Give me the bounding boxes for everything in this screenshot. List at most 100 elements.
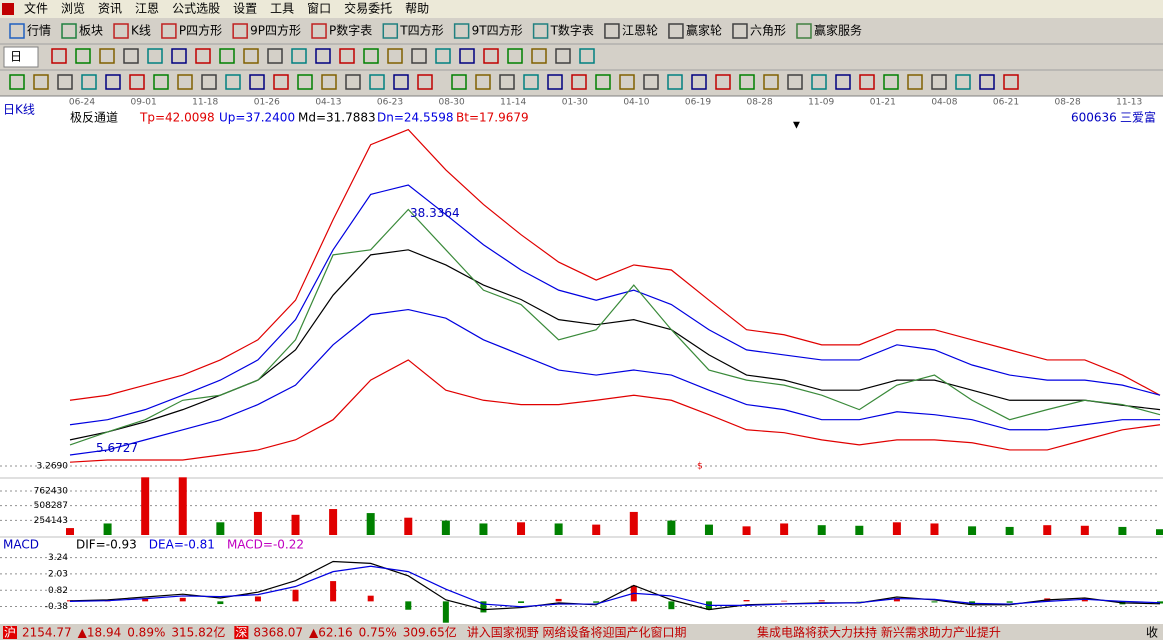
tool-icon[interactable] [363,48,379,64]
menu-item[interactable]: 浏览 [61,1,85,16]
drawing-tool-icon[interactable] [475,74,491,90]
toolbar-icon[interactable] [532,23,549,39]
drawing-tool-icon[interactable] [619,74,635,90]
drawing-tool-icon[interactable] [57,74,73,90]
toolbar-button[interactable]: P数字表 [329,23,372,38]
tool-icon[interactable] [219,48,235,64]
toolbar-icon[interactable] [232,23,248,39]
drawing-tool-icon[interactable] [955,74,971,90]
drawing-tool-icon[interactable] [393,74,409,90]
toolbar-button[interactable]: 江恩轮 [622,24,658,38]
menu-item[interactable]: 江恩 [135,2,159,16]
drawing-tool-icon[interactable] [105,74,121,90]
drawing-tool-icon[interactable] [129,74,145,90]
toolbar-icon[interactable] [311,23,327,39]
tool-icon[interactable] [147,48,163,64]
drawing-tool-icon[interactable] [297,74,313,90]
tool-icon[interactable] [507,48,523,64]
toolbar-icon[interactable] [61,23,77,39]
drawing-tool-icon[interactable] [643,74,659,90]
drawing-tool-icon[interactable] [787,74,803,90]
drawing-tool-icon[interactable] [369,74,385,90]
drawing-tool-icon[interactable] [33,74,49,90]
drawing-tool-icon[interactable] [451,74,467,90]
toolbar-icon[interactable] [113,23,129,39]
toolbar-icon[interactable] [453,23,470,39]
news-ticker[interactable]: 集成电路将获大力扶持 新兴需求助力产业提升 [757,625,1001,640]
drawing-tool-icon[interactable] [345,74,361,90]
news-ticker[interactable]: 讲入国家视野 网络设备将迎国产化窗口期 [467,625,687,640]
toolbar-button[interactable]: 9T四方形 [472,23,523,38]
toolbar-button[interactable]: 9P四方形 [250,23,301,38]
drawing-tool-icon[interactable] [883,74,899,90]
toolbar-button[interactable]: 六角形 [750,24,786,38]
tool-icon[interactable] [579,48,595,64]
drawing-tool-icon[interactable] [547,74,563,90]
tool-icon[interactable] [459,48,475,64]
toolbar-icon[interactable] [796,23,812,39]
tool-icon[interactable] [315,48,331,64]
tool-icon[interactable] [411,48,427,64]
tool-icon[interactable] [435,48,451,64]
toolbar-button[interactable]: T四方形 [399,23,443,38]
drawing-tool-icon[interactable] [321,74,337,90]
menu-item[interactable]: 交易委托 [344,1,392,16]
menu-item[interactable]: 帮助 [405,2,429,16]
toolbar-button[interactable]: 板块 [79,24,103,38]
drawing-tool-icon[interactable] [81,74,97,90]
drawing-tool-icon[interactable] [667,74,683,90]
tool-icon[interactable] [555,48,571,64]
tool-icon[interactable] [531,48,547,64]
drawing-tool-icon[interactable] [273,74,289,90]
drawing-tool-icon[interactable] [907,74,923,90]
tool-icon[interactable] [123,48,139,64]
toolbar-icon[interactable] [161,23,177,39]
period-label[interactable]: 日 [10,50,22,64]
toolbar-icon[interactable] [732,23,748,39]
tool-icon[interactable] [99,48,115,64]
menu-item[interactable]: 窗口 [307,2,331,16]
tool-icon[interactable] [195,48,211,64]
drawing-tool-icon[interactable] [523,74,539,90]
tool-icon[interactable] [75,48,91,64]
menu-item[interactable]: 设置 [233,2,257,16]
tool-icon[interactable] [483,48,499,64]
drawing-tool-icon[interactable] [691,74,707,90]
toolbar-button[interactable]: T数字表 [550,23,594,38]
drawing-tool-icon[interactable] [177,74,193,90]
drawing-tool-icon[interactable] [739,74,755,90]
drawing-tool-icon[interactable] [1003,74,1019,90]
toolbar-icon[interactable] [382,23,399,39]
menu-item[interactable]: 文件 [24,1,48,16]
drawing-tool-icon[interactable] [417,74,433,90]
toolbar-icon[interactable] [9,23,25,39]
drawing-tool-icon[interactable] [249,74,265,90]
toolbar-button[interactable]: 赢家轮 [686,23,722,38]
toolbar-button[interactable]: P四方形 [179,23,222,38]
drawing-tool-icon[interactable] [499,74,515,90]
toolbar-icon[interactable] [604,23,620,39]
drawing-tool-icon[interactable] [715,74,731,90]
toolbar-button[interactable]: K线 [131,24,151,38]
toolbar-icon[interactable] [668,23,684,39]
drawing-tool-icon[interactable] [979,74,995,90]
tool-icon[interactable] [171,48,187,64]
drawing-tool-icon[interactable] [153,74,169,90]
period-select[interactable] [3,46,39,68]
tool-icon[interactable] [267,48,283,64]
toolbar-button[interactable]: 行情 [27,24,51,38]
menu-item[interactable]: 工具 [270,2,294,16]
drawing-tool-icon[interactable] [931,74,947,90]
drawing-tool-icon[interactable] [595,74,611,90]
tool-icon[interactable] [387,48,403,64]
menu-item[interactable]: 公式选股 [172,2,220,16]
tool-icon[interactable] [51,48,67,64]
drawing-tool-icon[interactable] [835,74,851,90]
drawing-tool-icon[interactable] [763,74,779,90]
toolbar-button[interactable]: 赢家服务 [814,23,862,38]
drawing-tool-icon[interactable] [201,74,217,90]
tool-icon[interactable] [243,48,259,64]
drawing-tool-icon[interactable] [9,74,25,90]
tool-icon[interactable] [291,48,307,64]
tool-icon[interactable] [339,48,355,64]
